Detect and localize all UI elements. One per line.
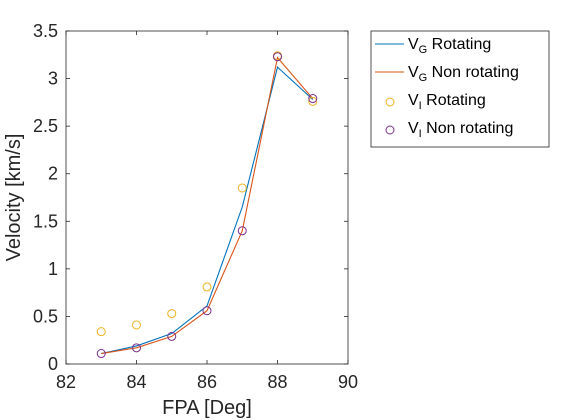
x-tick-label: 86 — [197, 372, 217, 392]
y-tick-label: 2 — [48, 164, 58, 184]
y-tick-label: 2.5 — [33, 116, 58, 136]
data-point-v-i-rotating — [237, 183, 247, 193]
legend-box — [370, 30, 550, 148]
legend-label-v-i-rotating: VI Rotating — [408, 92, 486, 112]
plot-area — [65, 30, 349, 365]
legend-label-v-g-rotating: VG Rotating — [408, 36, 491, 56]
data-point-v-i-non-rotating — [237, 226, 247, 236]
y-axis-ticks: 0 0.5 1 1.5 2 2.5 3 3.5 — [33, 21, 348, 374]
y-tick-label: 1.5 — [33, 211, 58, 231]
data-point-v-i-rotating — [308, 96, 318, 106]
data-point-v-i-non-rotating — [273, 52, 282, 62]
y-tick-label: 3 — [48, 69, 58, 89]
x-tick-label: 90 — [338, 372, 358, 392]
legend-swatch-v-i-rotating — [385, 97, 395, 107]
data-point-v-i-rotating — [202, 282, 212, 292]
data-point-v-i-non-rotating — [132, 343, 141, 353]
y-axis-label: Velocity [km/s] — [3, 134, 25, 262]
x-axis-ticks: 82 84 86 88 90 — [56, 31, 358, 392]
legend-items: VG Rotating VG Non rotating VI Rotating VI … — [375, 36, 519, 140]
data-point-v-i-non-rotating — [308, 94, 318, 104]
y-tick-label: 0.5 — [33, 306, 58, 326]
series-line-v-g-rotating — [101, 66, 314, 355]
y-tick-label: 0 — [48, 354, 58, 374]
legend-label-v-g-non-rotating: VG Non rotating — [408, 64, 519, 84]
series-layer — [96, 51, 318, 359]
data-point-v-i-non-rotating — [96, 349, 106, 359]
x-tick-label: 82 — [56, 372, 76, 392]
y-tick-label: 3.5 — [33, 21, 58, 41]
legend-swatch-v-i-non-rotating — [385, 125, 395, 135]
data-point-v-i-rotating — [96, 327, 106, 337]
x-axis-label: FPA [Deg] — [162, 397, 252, 419]
y-tick-label: 1 — [48, 259, 58, 279]
x-tick-label: 84 — [126, 372, 146, 392]
data-point-v-i-non-rotating — [167, 331, 177, 341]
series-line-v-g-non-rotating — [101, 56, 314, 355]
data-point-v-i-rotating — [132, 320, 141, 330]
data-point-v-i-rotating — [167, 309, 177, 319]
legend: VG Rotating VG Non rotating VI Rotating VI … — [370, 30, 550, 148]
legend-label-v-i-non-rotating: VI Non rotating — [408, 120, 513, 140]
x-tick-label: 88 — [267, 372, 287, 392]
data-point-v-i-non-rotating — [202, 306, 212, 316]
